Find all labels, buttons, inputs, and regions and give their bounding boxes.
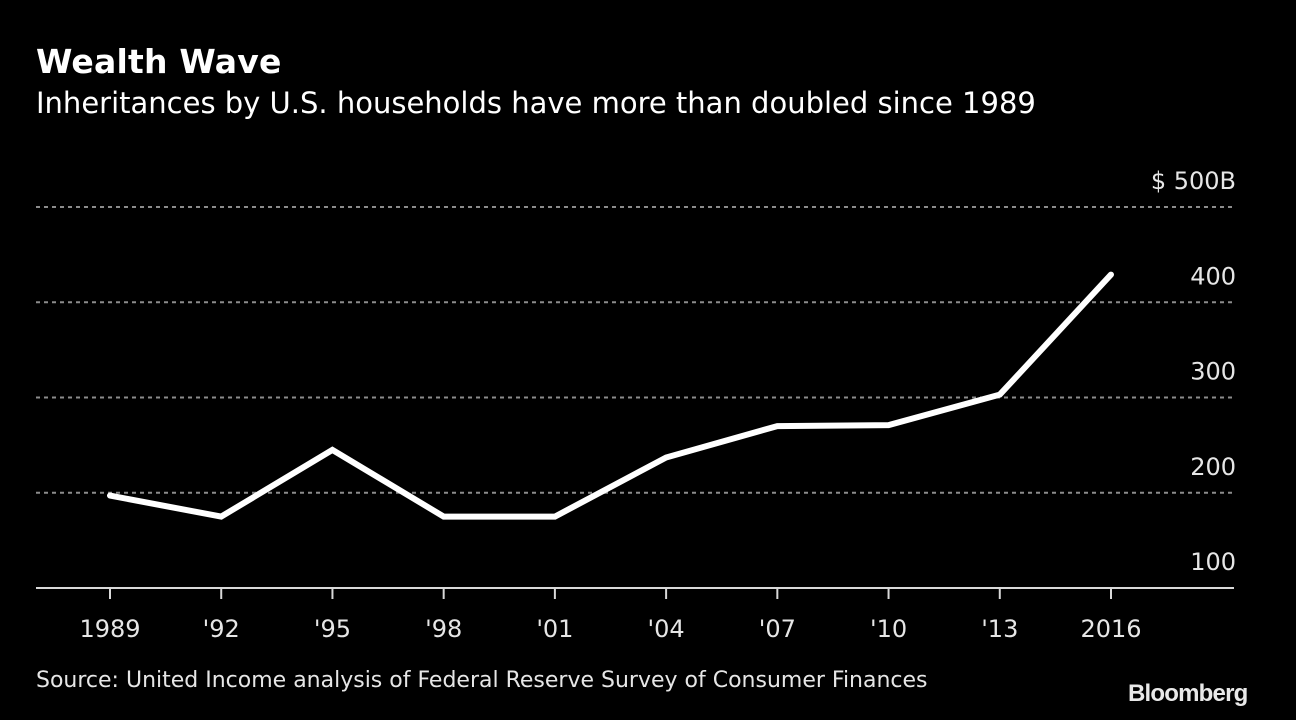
x-tick-label: 1989 <box>79 615 140 643</box>
x-tick-label: '10 <box>870 615 907 643</box>
series <box>107 271 1114 520</box>
y-tick-label: $ 500B <box>1151 167 1236 195</box>
x-tick-label: '01 <box>536 615 573 643</box>
series-line <box>107 271 1114 520</box>
x-tick-label: 2016 <box>1080 615 1141 643</box>
bloomberg-logo: Bloomberg <box>1128 680 1248 707</box>
y-tick-label: 200 <box>1190 453 1236 481</box>
x-tick-label: '13 <box>981 615 1018 643</box>
gridlines <box>36 206 1234 494</box>
x-tick-label: '98 <box>425 615 462 643</box>
source-note: Source: United Income analysis of Federa… <box>36 668 928 693</box>
y-axis-labels: 100 200 300 400 $ 500B <box>1151 167 1236 576</box>
x-axis <box>36 587 1234 599</box>
x-tick-label: '92 <box>203 615 240 643</box>
x-tick-label: '07 <box>759 615 796 643</box>
x-tick-label: '95 <box>314 615 351 643</box>
x-axis-labels: 1989 '92 '95 '98 '01 '04 '07 '10 '13 2016 <box>79 615 1141 643</box>
chart-subtitle: Inheritances by U.S. households have mor… <box>36 86 1036 120</box>
y-tick-label: 100 <box>1190 548 1236 576</box>
x-tick-label: '04 <box>648 615 685 643</box>
chart-title: Wealth Wave <box>36 42 282 81</box>
y-tick-label: 400 <box>1190 262 1236 290</box>
y-tick-label: 300 <box>1190 358 1236 386</box>
